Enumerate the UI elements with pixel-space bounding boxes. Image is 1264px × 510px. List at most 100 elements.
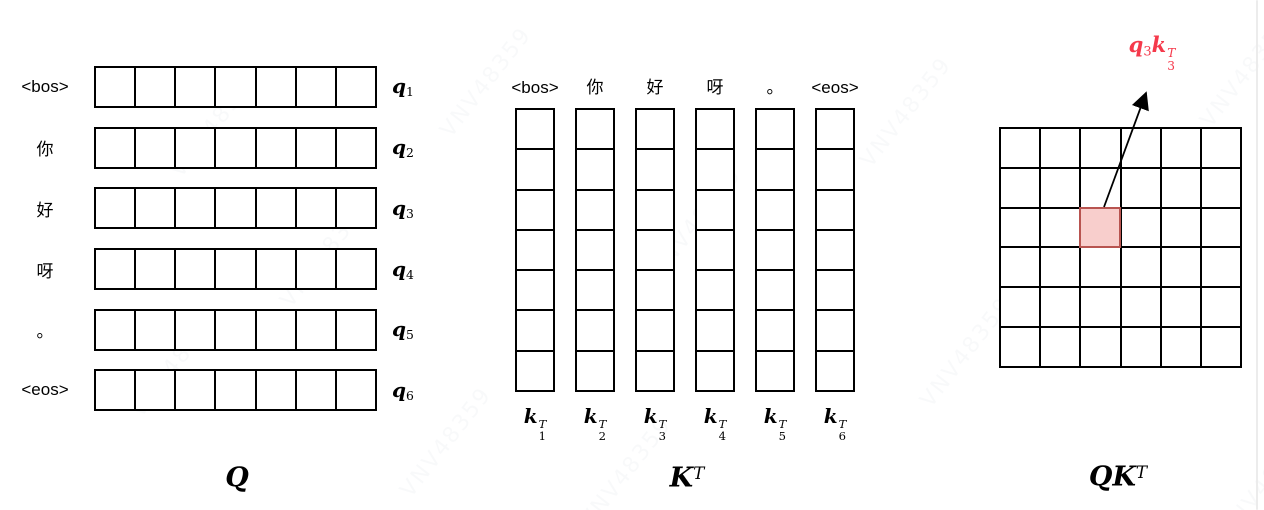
matrix-cell xyxy=(517,230,553,272)
matrix-cell xyxy=(1041,129,1082,169)
matrix-cell xyxy=(1001,248,1042,289)
matrix-cell xyxy=(136,189,177,228)
math-superscript: T xyxy=(693,462,705,483)
matrix-cell xyxy=(817,190,853,231)
token-label: 好 xyxy=(646,78,664,97)
matrix-cell xyxy=(336,189,375,228)
matrix-cell xyxy=(136,310,177,349)
matrix-cell xyxy=(637,230,673,272)
math-symbol: q xyxy=(392,377,406,402)
token-label: <bos> xyxy=(21,77,69,96)
matrix-cell xyxy=(136,128,177,167)
k-column-cells xyxy=(755,108,795,392)
matrix-cell xyxy=(96,310,137,349)
matrix-cell xyxy=(176,189,217,228)
matrix-cell xyxy=(637,271,673,312)
matrix-cell xyxy=(517,271,553,312)
matrix-cell xyxy=(1001,328,1042,368)
annotation-arrow xyxy=(1103,91,1149,208)
matrix-cell xyxy=(577,110,613,151)
q-vector-label: q5 xyxy=(392,317,414,342)
math-symbol: q xyxy=(392,256,406,281)
math-symbol: k xyxy=(583,404,598,428)
matrix-cell xyxy=(1201,129,1242,169)
q-vector-label: q3 xyxy=(392,196,414,221)
q-matrix-rows: <bos> q1 你 q2 好 q3 呀 q4。 q5 <eos> q6 xyxy=(2,66,414,412)
matrix-cell xyxy=(1201,248,1242,289)
k-column-cells xyxy=(575,108,615,392)
matrix-cell xyxy=(136,371,177,410)
matrix-cell xyxy=(817,110,853,151)
matrix-cell xyxy=(757,351,793,390)
matrix-cell xyxy=(256,189,297,228)
token-label: <eos> xyxy=(811,78,859,97)
matrix-cell xyxy=(1081,328,1122,368)
matrix-cell xyxy=(1161,208,1202,249)
matrix-cell xyxy=(577,150,613,191)
matrix-cell xyxy=(256,371,297,410)
matrix-cell xyxy=(1121,208,1162,249)
q-matrix-row: 。 q5 xyxy=(2,308,414,351)
matrix-cell xyxy=(817,150,853,191)
highlight-cell xyxy=(1079,206,1122,249)
math-subscript: 5 xyxy=(405,327,414,343)
matrix-cell xyxy=(96,189,137,228)
math-symbol: K xyxy=(669,462,694,494)
matrix-cell xyxy=(296,310,337,349)
matrix-cell xyxy=(176,68,217,106)
matrix-cell xyxy=(256,128,297,167)
matrix-cell xyxy=(336,250,375,289)
math-symbol: q xyxy=(392,195,406,220)
matrix-cell xyxy=(1161,288,1202,329)
matrix-cell xyxy=(757,190,793,231)
matrix-cell xyxy=(216,310,257,349)
math-superscript: T xyxy=(1135,461,1148,482)
q-row-cells xyxy=(94,248,377,291)
matrix-cell xyxy=(1121,168,1162,209)
matrix-cell xyxy=(136,250,177,289)
matrix-cell xyxy=(697,351,733,390)
matrix-cell xyxy=(757,271,793,312)
token-label: 。 xyxy=(766,78,784,97)
matrix-cell xyxy=(637,150,673,191)
matrix-cell xyxy=(1161,248,1202,289)
matrix-cell xyxy=(1161,328,1202,368)
matrix-cell xyxy=(697,271,733,312)
matrix-cell xyxy=(296,189,337,228)
matrix-cell xyxy=(1081,129,1122,169)
matrix-cell xyxy=(1121,129,1162,169)
math-subscript: 1 xyxy=(405,84,414,100)
matrix-cell xyxy=(1161,168,1202,209)
math-symbol: q xyxy=(392,74,406,99)
k-column-cells xyxy=(515,108,555,392)
matrix-cell xyxy=(336,371,375,410)
matrix-cell xyxy=(1041,168,1082,209)
matrix-cell xyxy=(817,311,853,352)
matrix-cell xyxy=(697,230,733,272)
q-matrix-row: 呀 q4 xyxy=(2,248,414,291)
q-vector-label: q4 xyxy=(392,257,414,282)
math-subscript: 3 xyxy=(1143,44,1152,60)
k-matrix-columns xyxy=(505,108,865,392)
q-row-cells xyxy=(94,369,377,412)
q-row-cells xyxy=(94,126,377,169)
math-subscript: 3 xyxy=(405,205,414,221)
matrix-cell xyxy=(637,190,673,231)
matrix-cell xyxy=(1041,248,1082,289)
qk-grid-wrapper xyxy=(999,127,1242,368)
matrix-cell xyxy=(577,311,613,352)
matrix-cell xyxy=(1001,208,1042,249)
math-symbol: Q xyxy=(225,462,249,494)
token-label: <bos> xyxy=(511,78,559,97)
token-label: 。 xyxy=(36,322,54,342)
watermark: VNV48359 xyxy=(855,52,957,173)
matrix-cell xyxy=(697,311,733,352)
